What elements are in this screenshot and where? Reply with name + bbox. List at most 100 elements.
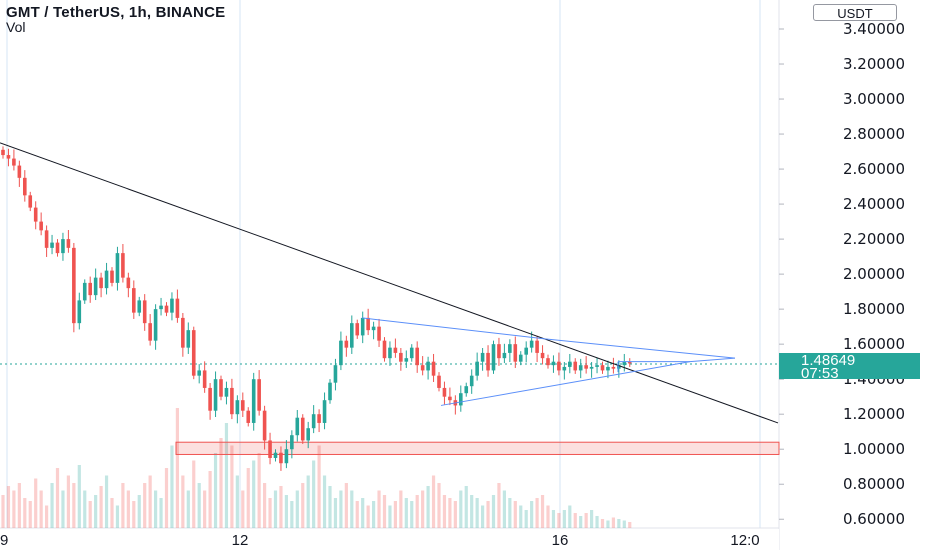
drawing-overlays[interactable] <box>0 363 780 455</box>
volume-bar <box>126 490 130 528</box>
candle-body <box>197 370 201 376</box>
candle-body <box>442 387 447 397</box>
candle-body <box>28 195 33 208</box>
last-price-value: 1.48649 <box>801 352 856 369</box>
candle-body <box>611 366 616 369</box>
y-tick-label: 2.00000 <box>843 265 905 283</box>
volume-bar <box>252 460 256 528</box>
volume-bar <box>546 505 550 528</box>
candle-body <box>459 393 463 406</box>
x-tick-label: 9 <box>0 532 8 549</box>
volume-bar <box>491 495 496 528</box>
candle-body <box>142 300 147 324</box>
y-tick-label: 1.20000 <box>843 405 905 423</box>
candle-body <box>573 361 578 371</box>
candle-body <box>61 239 65 254</box>
candle-body <box>110 270 114 283</box>
y-tick-label: 2.20000 <box>843 230 905 248</box>
volume-bar <box>530 501 534 528</box>
volume-bar <box>164 468 169 528</box>
candle-body <box>23 177 27 196</box>
candle-body <box>322 400 327 423</box>
volume-bar <box>55 468 60 528</box>
volume-bar <box>284 495 288 528</box>
candle-body <box>202 370 207 388</box>
volume-bar <box>317 445 321 528</box>
candle-body <box>159 305 163 310</box>
y-tick-label: 2.40000 <box>843 195 905 213</box>
candle-body <box>546 358 550 366</box>
volume-bar <box>17 483 21 528</box>
triangle-upper-line <box>361 317 736 359</box>
volume-bar <box>230 445 234 528</box>
volume-bar <box>508 498 512 528</box>
candle-body <box>262 410 267 441</box>
volume-bar <box>431 475 436 528</box>
trendline-overlays[interactable] <box>0 142 779 424</box>
y-tick-label: 3.20000 <box>843 55 905 73</box>
volume-bar <box>617 519 621 528</box>
volume-bar <box>121 483 125 528</box>
volume-bar <box>23 498 27 528</box>
candle-body <box>339 340 343 366</box>
candle-body <box>431 361 436 376</box>
volume-bar <box>540 495 545 528</box>
candle-body <box>578 365 583 371</box>
candle-body <box>497 344 501 359</box>
candle-body <box>88 282 92 296</box>
volume-bar <box>350 490 354 528</box>
volume-bar <box>393 501 397 528</box>
time-axis[interactable]: 9 12 16 12:0 <box>0 529 779 550</box>
candle-body <box>99 277 103 289</box>
time-axis-bg <box>0 529 779 550</box>
candle-body <box>77 300 82 324</box>
candle-body <box>213 379 218 411</box>
x-tick-label: 12 <box>232 532 249 549</box>
candle-body <box>295 417 300 436</box>
candle-body <box>502 352 507 359</box>
candle-body <box>399 352 403 362</box>
volume-bar <box>170 445 174 528</box>
volume-bar <box>448 498 452 528</box>
candle-body <box>448 396 452 401</box>
volume-bar <box>600 519 605 528</box>
volume-legend[interactable]: Vol <box>6 19 26 35</box>
y-tick-label: 3.00000 <box>843 90 905 108</box>
candle-body <box>191 330 196 376</box>
volume-bar <box>519 505 523 528</box>
candle-body <box>170 298 174 313</box>
volume-bar <box>268 498 272 528</box>
candle-body <box>627 361 632 364</box>
price-axis[interactable]: 0.600000.800001.000001.200001.400001.600… <box>779 0 932 550</box>
descending-trendline <box>0 142 779 424</box>
volume-bar <box>61 490 65 528</box>
candle-body <box>33 207 38 222</box>
volume-bar <box>224 423 229 528</box>
candle-body <box>137 300 142 313</box>
y-tick-label: 1.00000 <box>843 440 905 458</box>
x-tick-label: 16 <box>552 532 569 549</box>
candle-body <box>44 230 49 248</box>
volume-bar <box>322 475 327 528</box>
candle-body <box>557 361 561 371</box>
volume-bar <box>562 510 566 528</box>
candle-body <box>404 358 409 362</box>
volume-bar <box>421 490 425 528</box>
volume-bar <box>66 475 70 528</box>
candle-body <box>584 365 588 369</box>
volume-bar <box>415 495 419 528</box>
volume-bar <box>99 486 103 528</box>
symbol-title[interactable]: GMT / TetherUS, 1h, BINANCE <box>6 4 226 21</box>
volume-bar <box>115 505 120 528</box>
currency-unit-button[interactable]: USDT <box>813 4 897 21</box>
triangle-lower-line <box>440 357 736 406</box>
candle-body <box>132 288 136 313</box>
volume-bar <box>137 495 141 528</box>
volume-bar <box>355 501 359 528</box>
candle-body <box>551 361 556 366</box>
candle-body <box>388 347 392 359</box>
volume-bar <box>628 522 632 528</box>
volume-bar <box>497 483 501 528</box>
candle-body <box>284 449 289 464</box>
